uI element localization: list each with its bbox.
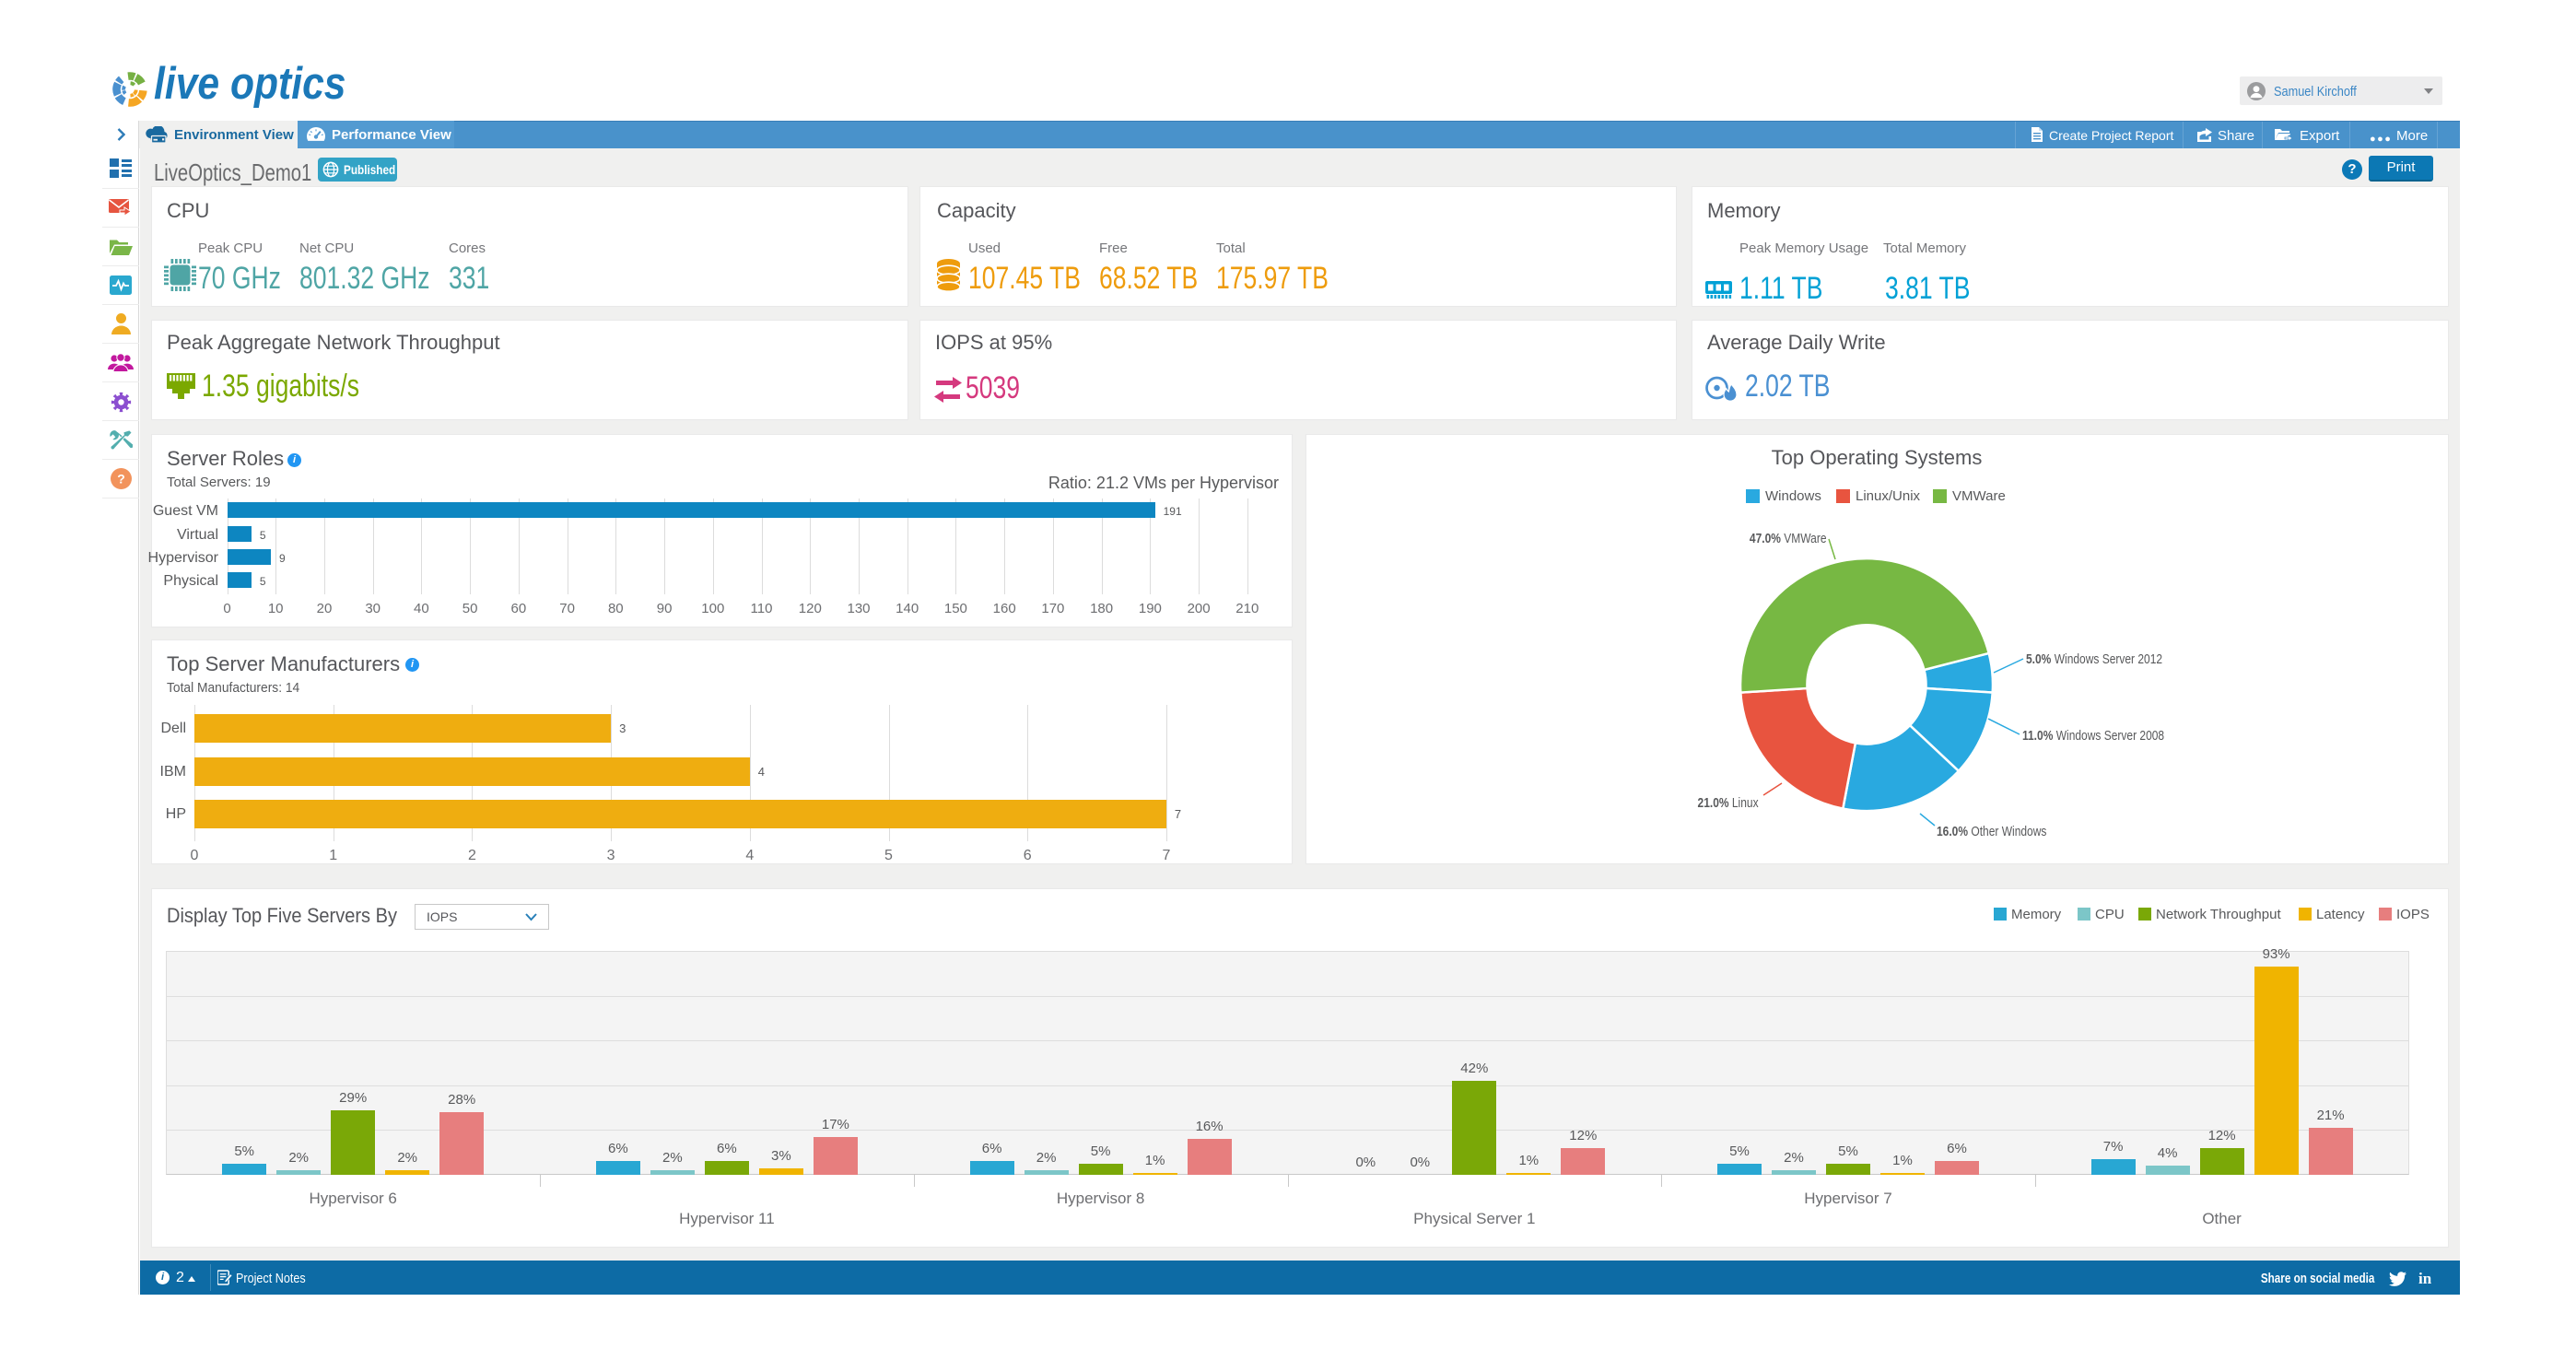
svg-text:?: ?	[117, 472, 125, 487]
